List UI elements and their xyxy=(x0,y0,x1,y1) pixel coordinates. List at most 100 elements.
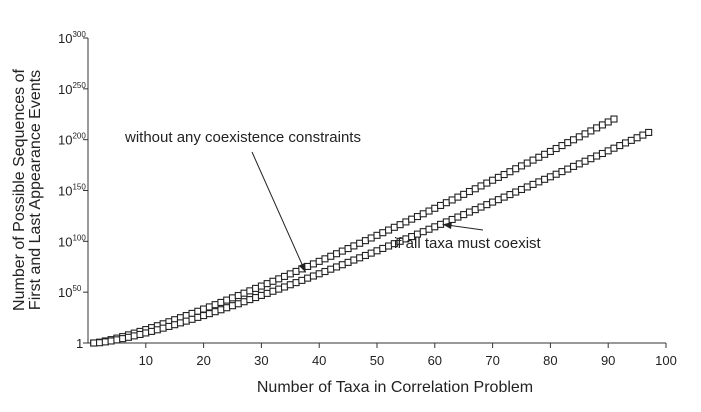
x-tick-label: 50 xyxy=(370,353,384,368)
data-point xyxy=(356,254,364,262)
data-point xyxy=(315,270,323,278)
data-point xyxy=(280,272,289,280)
data-point xyxy=(321,267,329,276)
data-point xyxy=(460,211,468,219)
data-point xyxy=(142,329,150,337)
series-without-constraints xyxy=(90,115,618,347)
y-tick-label: 1 xyxy=(76,336,83,351)
data-point xyxy=(263,280,271,288)
data-point xyxy=(327,252,335,260)
data-point xyxy=(119,335,127,343)
data-point xyxy=(182,317,190,325)
y-tick-label: 10150 xyxy=(58,183,86,199)
data-point xyxy=(593,152,601,160)
data-point xyxy=(124,333,133,341)
data-point xyxy=(581,130,589,138)
data-point xyxy=(402,218,410,226)
x-tick-label: 70 xyxy=(485,353,499,368)
data-point xyxy=(246,287,254,295)
data-point xyxy=(587,127,595,135)
data-point xyxy=(304,274,312,282)
data-point xyxy=(477,203,485,211)
data-point xyxy=(292,279,300,287)
data-point xyxy=(205,310,213,318)
data-point xyxy=(373,247,381,255)
data-point xyxy=(616,142,624,150)
data-point xyxy=(442,199,450,207)
data-point xyxy=(390,223,398,231)
data-point xyxy=(188,315,196,323)
data-point xyxy=(396,221,404,229)
data-point xyxy=(228,302,237,310)
data-point xyxy=(176,319,185,327)
data-point xyxy=(535,153,543,161)
annotation-arrow-head xyxy=(298,262,306,273)
data-point xyxy=(200,311,208,320)
data-point xyxy=(385,242,393,250)
x-tick-label: 90 xyxy=(601,353,615,368)
axes xyxy=(87,38,666,344)
data-point xyxy=(286,270,294,278)
data-point xyxy=(96,339,104,347)
data-point xyxy=(564,139,572,147)
y-axis-label-line2: First and Last Appearance Events xyxy=(27,70,44,310)
data-point xyxy=(465,208,474,216)
data-point xyxy=(101,338,109,346)
data-point xyxy=(367,234,375,242)
data-point xyxy=(385,226,393,234)
data-point xyxy=(408,215,416,223)
data-point xyxy=(575,133,583,141)
data-point xyxy=(298,276,306,284)
data-point xyxy=(113,336,121,344)
data-point xyxy=(217,298,225,306)
data-point xyxy=(529,180,537,188)
data-point xyxy=(535,178,543,186)
data-point xyxy=(367,249,375,257)
data-point xyxy=(234,291,242,300)
data-point xyxy=(419,210,427,218)
data-point xyxy=(240,298,248,306)
data-point xyxy=(413,212,422,221)
x-tick-label: 10 xyxy=(139,353,153,368)
data-point xyxy=(454,193,462,201)
data-point xyxy=(552,170,560,178)
data-point xyxy=(292,267,300,275)
data-point xyxy=(194,307,202,315)
data-point xyxy=(494,196,502,204)
x-tick-label: 100 xyxy=(655,353,677,368)
data-point xyxy=(194,313,202,321)
data-point xyxy=(419,228,427,236)
data-point xyxy=(558,168,566,176)
data-point xyxy=(454,213,462,221)
data-point xyxy=(327,265,335,273)
data-point xyxy=(437,201,445,209)
data-point xyxy=(645,128,653,136)
data-point xyxy=(211,308,219,316)
data-point xyxy=(425,207,433,215)
data-point xyxy=(581,157,589,165)
data-point xyxy=(610,115,618,123)
x-tick-label: 80 xyxy=(543,353,557,368)
data-point xyxy=(228,294,237,302)
data-point xyxy=(252,284,260,292)
data-point xyxy=(506,191,514,199)
data-point xyxy=(448,215,456,224)
annotation-arrow-head xyxy=(442,222,452,230)
y-tick-label: 10250 xyxy=(58,81,86,97)
y-tick-label: 10200 xyxy=(58,132,86,148)
data-point xyxy=(610,144,618,152)
x-tick-label: 30 xyxy=(254,353,268,368)
data-point xyxy=(593,124,601,132)
data-point xyxy=(506,168,514,176)
data-point xyxy=(223,304,231,312)
data-point xyxy=(321,255,329,263)
data-point xyxy=(107,337,115,345)
y-axis-ticks: 1 1050 10100 10150 10200 10250 10300 xyxy=(58,30,88,351)
data-point xyxy=(205,303,213,311)
data-point xyxy=(379,244,387,252)
data-point xyxy=(564,165,572,173)
data-point xyxy=(471,206,479,214)
data-point xyxy=(546,173,554,181)
x-tick-label: 40 xyxy=(312,353,326,368)
